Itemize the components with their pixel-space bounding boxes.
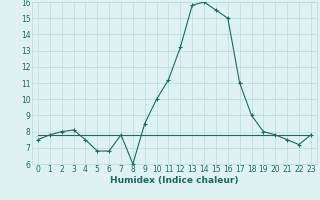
X-axis label: Humidex (Indice chaleur): Humidex (Indice chaleur) [110,176,239,185]
